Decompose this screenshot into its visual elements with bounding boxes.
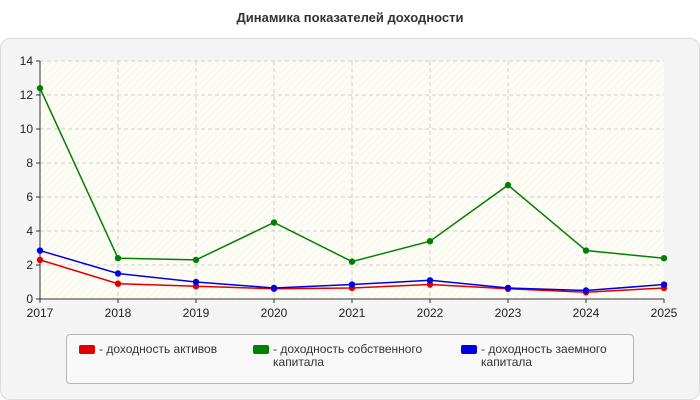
data-point-equity (192, 256, 200, 264)
legend-label-equity: - доходность собственного капитала (273, 342, 423, 369)
data-point-equity (504, 181, 512, 189)
y-tick-label: 14 (20, 54, 34, 68)
data-point-debt (660, 281, 668, 288)
y-tick-label: 6 (26, 190, 33, 204)
legend-label-debt: - доходность заемного капитала (481, 342, 607, 369)
data-point-assets (114, 280, 122, 287)
y-tick-label: 10 (20, 122, 34, 136)
legend: - доходность активов - доходность собств… (66, 334, 634, 384)
x-tick-label: 2023 (495, 306, 522, 320)
data-point-debt (504, 284, 512, 292)
legend-swatch-assets (79, 345, 95, 354)
x-tick-label: 2018 (105, 306, 132, 320)
data-point-assets (36, 256, 44, 264)
legend-label-assets: - доходность активов (99, 342, 218, 356)
y-tick-label: 4 (26, 224, 33, 238)
data-point-equity (660, 255, 668, 262)
x-tick-label: 2024 (573, 306, 600, 320)
data-point-equity (348, 258, 356, 265)
data-point-debt (582, 287, 590, 294)
data-point-debt (192, 278, 200, 286)
y-tick-label: 12 (20, 88, 34, 102)
data-point-debt (348, 281, 356, 288)
data-point-equity (114, 255, 122, 262)
data-point-equity (582, 247, 590, 254)
legend-swatch-equity (253, 345, 269, 354)
x-tick-label: 2017 (27, 306, 54, 320)
x-tick-label: 2022 (417, 306, 444, 320)
y-tick-label: 0 (26, 292, 33, 306)
y-tick-label: 2 (26, 258, 33, 272)
data-point-debt (426, 277, 434, 284)
chart-title: Динамика показателей доходности (236, 10, 464, 25)
data-point-equity (270, 219, 278, 226)
x-tick-label: 2021 (339, 306, 366, 320)
data-point-equity (36, 85, 44, 92)
data-point-equity (426, 238, 434, 245)
legend-swatch-debt (461, 345, 477, 354)
x-tick-label: 2019 (183, 306, 210, 320)
data-point-debt (270, 284, 278, 292)
data-point-debt (114, 270, 122, 277)
x-tick-label: 2025 (651, 306, 678, 320)
x-tick-label: 2020 (261, 306, 288, 320)
y-tick-label: 8 (26, 156, 33, 170)
data-point-debt (36, 247, 44, 254)
